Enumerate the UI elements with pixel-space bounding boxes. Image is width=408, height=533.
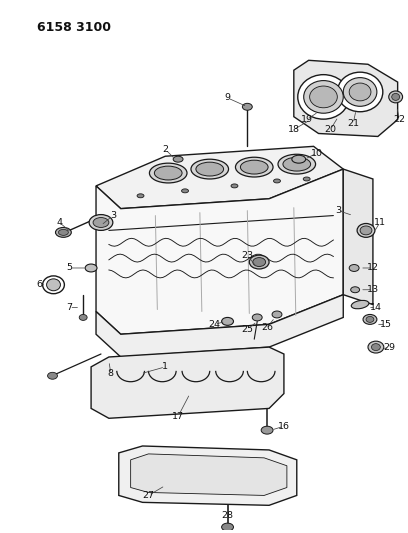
Ellipse shape (350, 287, 359, 293)
Text: 25: 25 (241, 325, 253, 334)
Ellipse shape (47, 279, 60, 290)
Ellipse shape (303, 177, 310, 181)
Ellipse shape (273, 179, 280, 183)
Text: 3: 3 (110, 211, 116, 220)
Text: 2: 2 (162, 145, 168, 154)
Ellipse shape (337, 72, 383, 112)
Polygon shape (96, 147, 343, 208)
Ellipse shape (42, 276, 64, 294)
Text: 18: 18 (288, 125, 300, 134)
Ellipse shape (357, 223, 375, 237)
Text: 23: 23 (241, 251, 253, 260)
Text: 24: 24 (209, 320, 221, 329)
Ellipse shape (252, 314, 262, 321)
Ellipse shape (48, 373, 58, 379)
Ellipse shape (240, 160, 268, 174)
Ellipse shape (196, 162, 224, 176)
Ellipse shape (231, 184, 238, 188)
Ellipse shape (235, 157, 273, 177)
Text: 29: 29 (384, 343, 396, 352)
Ellipse shape (191, 159, 228, 179)
Ellipse shape (149, 163, 187, 183)
Ellipse shape (58, 229, 68, 236)
Ellipse shape (389, 91, 403, 103)
Ellipse shape (283, 157, 310, 171)
Ellipse shape (343, 78, 377, 106)
Polygon shape (343, 169, 373, 304)
Polygon shape (294, 60, 398, 136)
Text: 1: 1 (162, 362, 168, 372)
Polygon shape (131, 454, 287, 496)
Text: 7: 7 (67, 303, 72, 312)
Ellipse shape (304, 80, 343, 113)
Text: 6158 3100: 6158 3100 (37, 21, 111, 34)
Ellipse shape (360, 226, 372, 235)
Ellipse shape (349, 264, 359, 271)
Text: 15: 15 (380, 320, 392, 329)
Text: 14: 14 (370, 303, 382, 312)
Text: 12: 12 (367, 263, 379, 272)
Text: 6: 6 (37, 280, 43, 289)
Text: 28: 28 (222, 511, 233, 520)
Ellipse shape (261, 426, 273, 434)
Ellipse shape (371, 344, 380, 351)
Ellipse shape (89, 215, 113, 230)
Ellipse shape (392, 93, 399, 100)
Text: 9: 9 (224, 93, 231, 102)
Text: 16: 16 (278, 422, 290, 431)
Ellipse shape (249, 255, 269, 269)
Polygon shape (96, 169, 343, 334)
Ellipse shape (79, 314, 87, 320)
Ellipse shape (363, 314, 377, 325)
Ellipse shape (292, 155, 306, 163)
Ellipse shape (272, 311, 282, 318)
Text: 3: 3 (335, 206, 341, 215)
Ellipse shape (253, 257, 266, 266)
Text: 27: 27 (142, 491, 155, 500)
Ellipse shape (351, 301, 369, 309)
Text: 4: 4 (56, 218, 62, 227)
Text: 13: 13 (367, 285, 379, 294)
Text: 8: 8 (108, 369, 114, 378)
Polygon shape (91, 347, 284, 418)
Ellipse shape (182, 189, 188, 193)
Ellipse shape (173, 156, 183, 162)
Ellipse shape (349, 83, 371, 101)
Text: 26: 26 (261, 323, 273, 332)
Text: 11: 11 (374, 218, 386, 227)
Text: 5: 5 (67, 263, 72, 272)
Ellipse shape (137, 194, 144, 198)
Ellipse shape (242, 103, 252, 110)
Text: 17: 17 (172, 412, 184, 421)
Ellipse shape (222, 318, 233, 325)
Ellipse shape (154, 166, 182, 180)
Ellipse shape (310, 86, 337, 108)
Text: 21: 21 (347, 119, 359, 128)
Ellipse shape (85, 264, 97, 272)
Ellipse shape (366, 317, 374, 322)
Text: 10: 10 (310, 149, 323, 158)
Text: 22: 22 (394, 115, 406, 124)
Ellipse shape (55, 228, 71, 237)
Ellipse shape (278, 154, 315, 174)
Text: 19: 19 (301, 115, 313, 124)
Ellipse shape (368, 341, 384, 353)
Text: 20: 20 (324, 125, 337, 134)
Polygon shape (119, 446, 297, 505)
Ellipse shape (298, 75, 349, 119)
Ellipse shape (93, 217, 109, 228)
Ellipse shape (222, 523, 233, 531)
Polygon shape (96, 295, 343, 357)
